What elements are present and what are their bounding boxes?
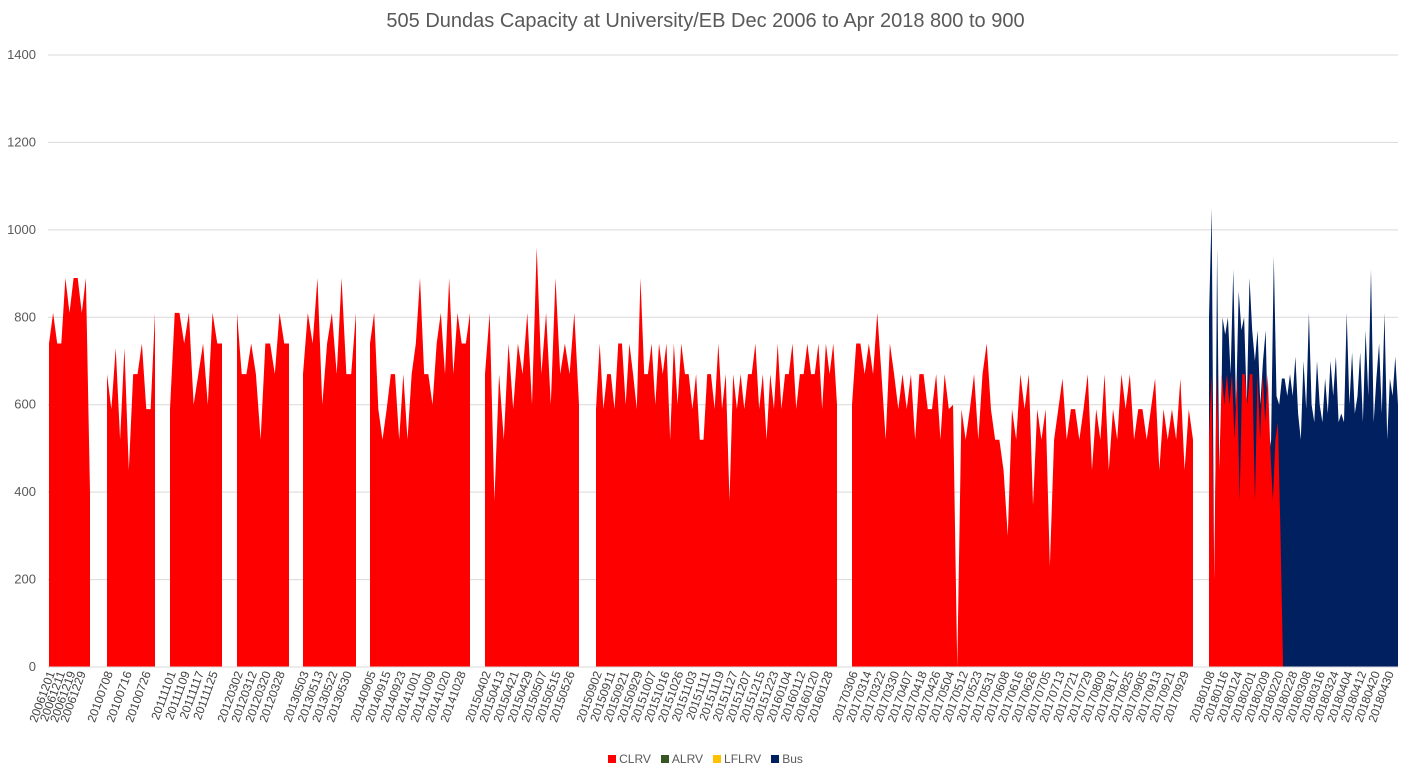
legend-item: LFLRV [713,752,761,766]
chart-title: 505 Dundas Capacity at University/EB Dec… [386,10,1025,32]
series-clrv-area [303,277,356,667]
legend-swatch [608,755,617,763]
series-clrv-area [370,277,470,667]
series-clrv-area [852,312,1193,667]
y-tick-label: 0 [29,659,36,674]
y-tick-label: 1400 [7,47,36,62]
legend-swatch [660,755,669,763]
legend-item: Bus [771,752,803,766]
legend-label: LFLRV [724,752,762,766]
series-clrv-area [49,277,90,667]
y-tick-label: 1000 [7,222,36,237]
legend-label: ALRV [671,752,704,766]
legend-label: CLRV [619,752,651,766]
series-clrv-area [485,247,579,667]
series-clrv-area [237,312,289,667]
legend-label: Bus [782,752,803,766]
series-clrv-area [170,312,222,667]
chart-plot: 0 200 400 600 800 1000 1200 1400 20061201200612… [7,47,1398,724]
y-tick-label: 1200 [7,134,36,149]
y-tick-label: 400 [14,484,36,499]
legend-item: ALRV [660,752,704,766]
series-clrv-area [596,277,837,667]
legend-swatch [771,755,780,763]
y-tick-labels: 0 200 400 600 800 1000 1200 1400 [7,47,36,674]
y-tick-label: 600 [14,397,36,412]
y-tick-label: 800 [14,309,36,324]
legend-item: CLRV [608,752,651,766]
legend: CLRV ALRV LFLRV Bus [0,752,1411,766]
legend-swatch [713,755,722,763]
area-series [49,208,1398,667]
y-tick-label: 200 [14,572,36,587]
series-clrv-area [107,312,155,667]
series-clrv-area [1209,374,1398,667]
x-tick-labels: 2006120120061211200612192006122920100708… [26,669,1397,724]
